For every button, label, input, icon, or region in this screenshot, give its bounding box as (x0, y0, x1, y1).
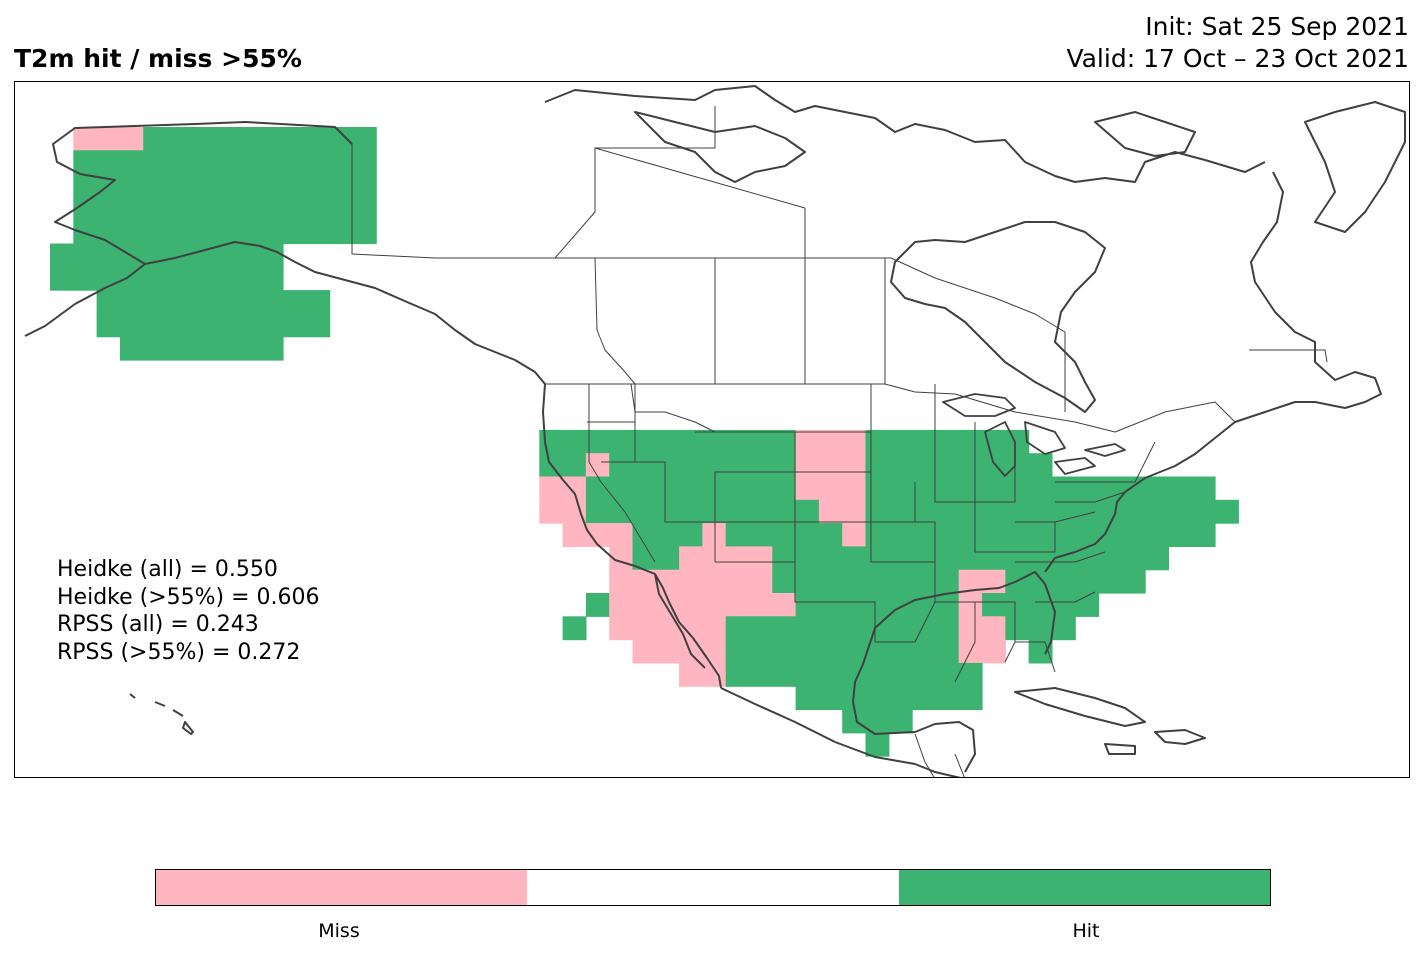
hit-cell (96, 290, 331, 314)
hit-cell (772, 546, 1006, 571)
rpss-above-55: RPSS (>55%) = 0.272 (57, 639, 301, 665)
atlantic-canada-coastline (890, 171, 1382, 423)
miss-cell (702, 593, 797, 617)
hit-cell (1028, 639, 1053, 664)
mexico-borders (914, 733, 965, 777)
miss-cell (982, 639, 1006, 664)
colorbar-neutral-segment (527, 870, 899, 905)
hit-cell (1005, 569, 1146, 594)
heidke-above-55: Heidke (>55%) = 0.606 (57, 584, 320, 610)
miss-cell (958, 616, 1006, 641)
map-title: T2m hit / miss >55% (14, 44, 302, 73)
hit-cell (50, 243, 284, 268)
hit-cell (632, 523, 703, 547)
miss-cell (609, 593, 703, 617)
arctic-islands (544, 85, 1406, 233)
state-borders (587, 383, 1156, 683)
hit-cell (772, 569, 960, 594)
hit-cell (585, 499, 820, 524)
miss-cell (842, 523, 867, 547)
hit-cell (795, 686, 983, 711)
hit-cell (725, 662, 983, 687)
north-america-map (24, 85, 1406, 777)
hit-cell (539, 429, 797, 454)
miss-cell (795, 476, 867, 501)
colorbar-miss-segment (156, 870, 528, 905)
miss-cell (585, 453, 610, 478)
hit-cell (119, 336, 284, 361)
hit-cell (73, 150, 377, 175)
miss-cell (795, 453, 867, 478)
init-date: Init: Sat 25 Sep 2021 (1145, 12, 1409, 41)
hit-cell (73, 220, 377, 245)
hit-cell (982, 593, 1100, 617)
miss-cell (702, 523, 727, 547)
miss-cell (632, 639, 680, 664)
colorbar-miss-label: Miss (318, 920, 360, 942)
miss-cell (679, 546, 773, 571)
hit-cell (865, 429, 1030, 454)
skill-scores: Heidke (all) = 0.550 Heidke (>55%) = 0.6… (57, 556, 320, 666)
hit-cell (865, 523, 1216, 547)
hit-cell (585, 593, 610, 617)
pacific-coastline (542, 383, 722, 689)
hawaii-islands (129, 693, 194, 735)
national-border (351, 106, 1328, 433)
miss-cell (73, 127, 144, 151)
hit-cell (725, 523, 843, 547)
hit-cell (96, 313, 331, 338)
miss-cell (679, 569, 773, 594)
hit-cell (725, 639, 960, 664)
colorbar (155, 869, 1271, 906)
caribbean-islands (1014, 687, 1206, 755)
miss-cell (818, 499, 867, 524)
map-outlines (24, 85, 1406, 777)
hit-cell (609, 453, 797, 478)
hit-cell (842, 709, 913, 734)
hit-cell (585, 476, 797, 501)
miss-cell (655, 616, 727, 641)
hit-cell (539, 453, 587, 478)
colorbar-hit-segment (898, 870, 1270, 905)
miss-cell (539, 499, 587, 524)
hit-cell (73, 173, 377, 198)
alaska-coastline (24, 121, 546, 385)
hit-cell (143, 127, 377, 151)
hit-cell (865, 732, 890, 757)
hit-cell (725, 616, 960, 641)
miss-cell (609, 569, 680, 594)
hit-cell (865, 499, 1239, 524)
hit-cell (1005, 616, 1076, 641)
forecast-cells (50, 127, 1239, 757)
map-frame (14, 81, 1410, 778)
hit-cell (865, 453, 1053, 478)
miss-cell (562, 523, 634, 547)
miss-cell (958, 593, 983, 617)
hit-cell (632, 546, 680, 571)
hit-cell (50, 266, 284, 291)
miss-cell (795, 429, 867, 454)
heidke-all: Heidke (all) = 0.550 (57, 557, 278, 582)
rpss-all: RPSS (all) = 0.243 (57, 612, 259, 637)
hit-cell (73, 196, 377, 221)
hit-cell (865, 476, 1216, 501)
gulf-coastline (720, 421, 1236, 777)
colorbar-hit-label: Hit (1072, 920, 1100, 942)
hit-cell (562, 616, 587, 641)
miss-cell (609, 616, 657, 641)
valid-range: Valid: 17 Oct – 23 Oct 2021 (1066, 44, 1409, 73)
